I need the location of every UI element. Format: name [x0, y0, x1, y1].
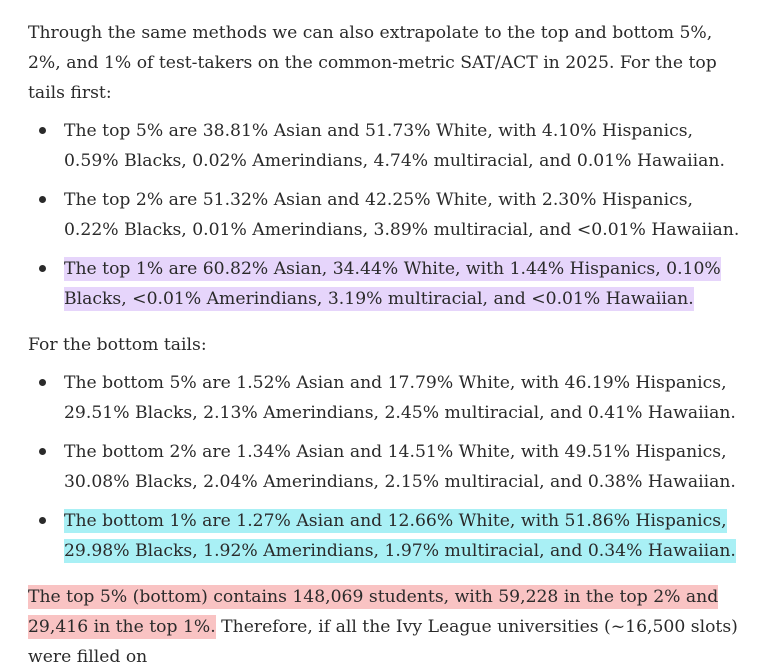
- list-item-bottom-1: The bottom 1% are 1.27% Asian and 12.66%…: [39, 506, 750, 566]
- list-item-top-1: The top 1% are 60.82% Asian, 34.44% Whit…: [39, 254, 750, 314]
- bottom-tails-list: The bottom 5% are 1.52% Asian and 17.79%…: [28, 368, 750, 566]
- intro-paragraph: Through the same methods we can also ext…: [28, 23, 717, 103]
- list-item-text: The bottom 2% are 1.34% Asian and 14.51%…: [64, 442, 736, 492]
- closing-paragraph: The top 5% (bottom) contains 148,069 stu…: [28, 582, 750, 672]
- list-item-bottom-5: The bottom 5% are 1.52% Asian and 17.79%…: [39, 368, 750, 428]
- highlighted-text-cyan[interactable]: The bottom 1% are 1.27% Asian and 12.66%…: [64, 509, 736, 563]
- list-item-top-2: The top 2% are 51.32% Asian and 42.25% W…: [39, 185, 750, 245]
- list-item-text: The bottom 5% are 1.52% Asian and 17.79%…: [64, 373, 736, 423]
- highlighted-text-purple[interactable]: The top 1% are 60.82% Asian, 34.44% Whit…: [64, 257, 721, 311]
- list-item-text: The top 5% are 38.81% Asian and 51.73% W…: [64, 121, 725, 171]
- list-item-bottom-2: The bottom 2% are 1.34% Asian and 14.51%…: [39, 437, 750, 497]
- top-tails-list: The top 5% are 38.81% Asian and 51.73% W…: [28, 116, 750, 314]
- bottom-tails-heading: For the bottom tails:: [28, 335, 207, 355]
- list-item-text: The top 2% are 51.32% Asian and 42.25% W…: [64, 190, 740, 240]
- list-item-top-5: The top 5% are 38.81% Asian and 51.73% W…: [39, 116, 750, 176]
